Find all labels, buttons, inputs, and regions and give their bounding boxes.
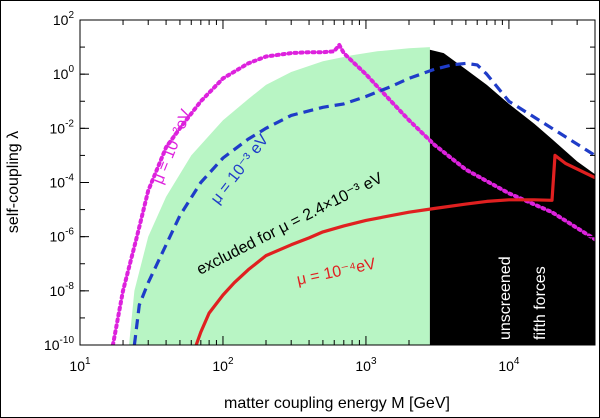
x-tick-label: 102 (212, 356, 234, 374)
y-tick-label: 10-10 (44, 335, 74, 353)
y-tick-label: 100 (53, 64, 75, 82)
annotation-fifth-forces: fifth forces (532, 266, 549, 340)
y-tick-label: 10-8 (50, 281, 75, 299)
x-axis-label: matter coupling energy M [GeV] (224, 395, 450, 412)
y-axis-label: self-coupling λ (5, 131, 22, 233)
regions-layer (129, 47, 595, 345)
tick-labels-layer: 10-10 10-8 10-6 10-4 10-2 100 102 101 102 103 104 (44, 10, 520, 374)
x-tick-label: 104 (498, 356, 520, 374)
series-line-mu-1e-3 (132, 61, 595, 345)
y-tick-label: 10-2 (50, 118, 75, 136)
series-layer (110, 42, 595, 345)
x-tick-label: 101 (69, 356, 91, 374)
x-tick-label: 103 (355, 356, 377, 374)
y-tick-label: 10-6 (50, 227, 75, 245)
y-tick-label: 10-4 (50, 173, 75, 191)
region-unscreened (429, 49, 595, 345)
series-line-mu-1e-4 (194, 153, 595, 345)
annotation-unscreened: unscreened (497, 256, 514, 340)
region-excluded (129, 47, 430, 345)
series-line-mu-1e-2 (110, 42, 595, 345)
ticks-layer (79, 19, 596, 346)
y-tick-label: 102 (53, 10, 75, 28)
